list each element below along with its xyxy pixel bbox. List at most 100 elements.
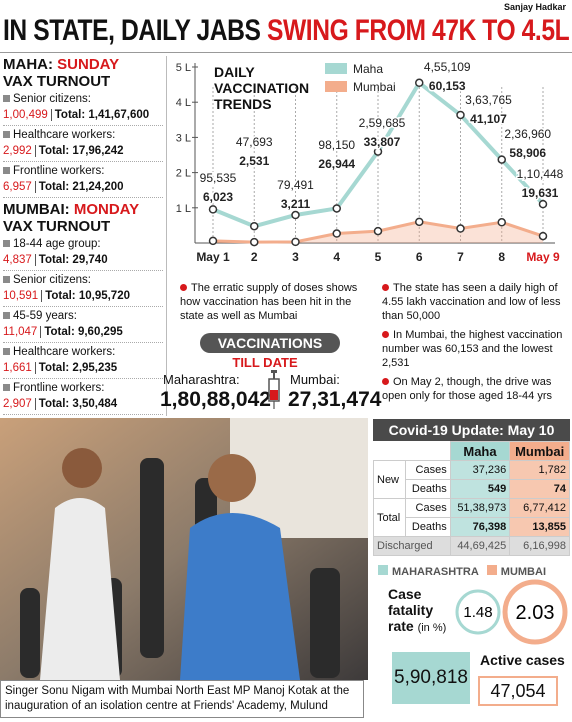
chart-title: DAILY VACCINATION TRENDS	[214, 64, 310, 112]
vaccinations-subtitle: TILL DATE	[232, 355, 298, 370]
total-value: Total: 2,95,235	[34, 362, 118, 374]
row-label: Senior citizens:	[3, 91, 163, 107]
total-value: Total: 21,24,200	[34, 181, 124, 193]
maha-cell: 37,236	[449, 460, 511, 480]
day-value: 4,837	[3, 254, 32, 266]
row-values: 1,00,499 Total: 1,41,67,600	[3, 107, 163, 123]
day-value: 1,661	[3, 362, 32, 374]
active-label: Active cases	[480, 652, 565, 668]
notes-right: The state has seen a daily high of 4.55 …	[382, 281, 570, 408]
y-tick-label: 3 L	[176, 132, 191, 144]
fatality-circles: 1.48 2.03	[455, 579, 568, 645]
fatality-mumbai: 2.03	[516, 602, 555, 624]
maha-cell: 549	[449, 479, 511, 499]
table-row: New Cases 37,236 1,782	[372, 460, 570, 499]
table-row: Deaths 76,398 13,855	[374, 517, 570, 537]
total-value: Total: 10,95,720	[41, 290, 130, 302]
x-tick-label: May 1	[196, 250, 230, 264]
discharged-row: Discharged 44,69,425 6,16,998	[373, 536, 570, 556]
value-label: 95,535	[200, 171, 237, 185]
mumbai-cell: 6,16,998	[509, 536, 570, 556]
total-value: Total: 1,41,67,600	[50, 109, 150, 121]
point	[373, 147, 383, 156]
value-label: 3,211	[281, 197, 311, 211]
divider	[166, 56, 167, 416]
mumbai-cell: 74	[509, 479, 570, 499]
legend-swatch	[486, 565, 497, 575]
maha-cell: 76,398	[449, 517, 511, 537]
row-label: Healthcare workers:	[3, 127, 163, 143]
value-label: 60,153	[429, 79, 466, 93]
turnout-column: MAHA: SUNDAY VAX TURNOUT Senior citizens…	[3, 56, 163, 415]
value-label: 2,531	[239, 154, 269, 168]
value-label: 41,107	[470, 112, 507, 126]
section-title: MAHA: SUNDAY	[3, 56, 163, 73]
x-tick-label: 7	[457, 250, 464, 264]
day-value: 6,957	[3, 181, 32, 193]
maha-turnout: MAHA: SUNDAY VAX TURNOUT Senior citizens…	[3, 56, 163, 198]
legend-swatch	[325, 63, 347, 74]
notes-left: The erratic supply of doses shows how va…	[180, 281, 365, 328]
point	[373, 226, 383, 236]
value-label: 19,631	[522, 186, 559, 200]
total-value: Total: 17,96,242	[34, 145, 124, 157]
active-maha: 5,90,818	[392, 652, 470, 704]
point	[456, 110, 465, 120]
label: Maharashtra:	[163, 372, 240, 387]
unit: (in %)	[417, 622, 447, 634]
point	[250, 237, 259, 247]
label: Case fatality rate	[388, 586, 434, 634]
legend-swatch	[378, 565, 388, 575]
group-label: New	[372, 460, 407, 499]
row-values: 11,047 Total: 9,60,295	[3, 324, 163, 340]
headline: IN STATE, DAILY JABS SWING FROM 47K TO 4…	[3, 14, 570, 48]
section-title: MUMBAI: MONDAY	[3, 201, 163, 218]
row-values: 6,957 Total: 21,24,200	[3, 179, 163, 195]
headline-black: IN STATE, DAILY JABS	[3, 14, 261, 47]
row-label: 45-59 years:	[3, 308, 163, 324]
x-tick-label: 8	[498, 250, 505, 264]
day-value: 10,591	[3, 290, 39, 302]
maha-cell: 44,69,425	[449, 536, 511, 556]
table-row: Deaths 549 74	[374, 479, 570, 499]
header: Maha	[449, 441, 511, 461]
x-tick-label: 2	[251, 250, 258, 264]
vaccinations-title: VACCINATIONS	[200, 333, 340, 353]
turnout-row: 45-59 years: 11,047 Total: 9,60,295	[3, 307, 163, 343]
turnout-row: Senior citizens: 1,00,499 Total: 1,41,67,6…	[3, 90, 163, 126]
point	[332, 204, 341, 213]
row-label: Deaths	[405, 517, 451, 537]
covid-update: Covid-19 Update: May 10 Maha Mumbai New Cas…	[372, 419, 570, 556]
legend-label: Mumbai	[353, 80, 396, 94]
turnout-row: Healthcare workers: 1,661 Total: 2,95,235	[3, 343, 163, 379]
value-label: 98,150	[318, 138, 355, 152]
turnout-row: Frontline workers: 6,957 Total: 21,24,200	[3, 162, 163, 198]
active-mumbai: 47,054	[478, 676, 558, 706]
photo-caption: Singer Sonu Nigam with Mumbai North East…	[0, 680, 364, 718]
point	[332, 229, 341, 238]
title-black: MUMBAI:	[3, 201, 70, 218]
value-label: 6,023	[203, 190, 233, 204]
point	[291, 237, 300, 247]
note: The erratic supply of doses shows how va…	[180, 281, 365, 323]
day-value: 2,992	[3, 145, 32, 157]
mumbai-cell: 6,77,412	[509, 498, 570, 518]
point	[291, 210, 300, 220]
group-label: Total	[372, 498, 407, 537]
note: The state has seen a daily high of 4.55 …	[382, 281, 570, 323]
legend-label: MAHARASHTRA	[392, 566, 479, 578]
value-label: 3,63,765	[465, 93, 512, 107]
value-label: 79,491	[277, 178, 314, 192]
note: On May 2, though, the drive was open onl…	[382, 375, 570, 403]
value-label: 47,693	[236, 135, 273, 149]
row-label: Deaths	[405, 479, 451, 499]
row-label: Frontline workers:	[3, 163, 163, 179]
title-black: MAHA:	[3, 56, 53, 73]
row-values: 10,591 Total: 10,95,720	[3, 288, 163, 304]
title-red: MONDAY	[73, 201, 140, 218]
mumbai-cell: 1,782	[509, 460, 570, 480]
point	[250, 221, 259, 231]
value-label: 4,55,109	[424, 60, 471, 74]
point	[208, 236, 218, 246]
blank	[374, 442, 451, 461]
